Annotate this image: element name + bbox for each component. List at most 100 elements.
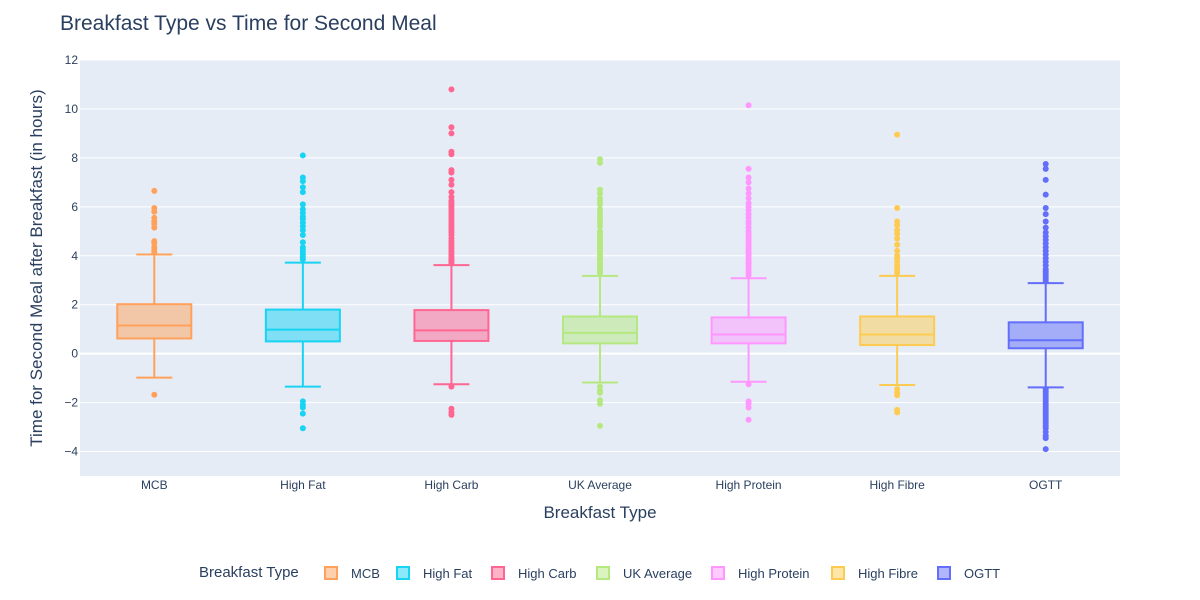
outlier-point[interactable] (1042, 176, 1049, 183)
outlier-point[interactable] (448, 167, 455, 174)
outlier-point[interactable] (299, 425, 306, 432)
outlier-point[interactable] (1042, 205, 1049, 212)
x-tick-label: High Carb (424, 478, 478, 492)
legend-item[interactable]: High Fat (396, 566, 473, 581)
x-tick-label: High Fat (280, 478, 326, 492)
y-axis-title: Time for Second Meal after Breakfast (in… (27, 89, 46, 446)
box-iqr (413, 309, 490, 342)
outlier-point[interactable] (1042, 435, 1049, 442)
outlier-point[interactable] (745, 165, 752, 172)
outlier-point[interactable] (597, 156, 603, 163)
outlier-point[interactable] (1042, 446, 1049, 453)
outlier-point[interactable] (448, 411, 455, 418)
outlier-point[interactable] (448, 181, 455, 188)
outlier-point[interactable] (745, 102, 752, 109)
box-traces (116, 86, 1084, 453)
outlier-point[interactable] (894, 218, 901, 225)
legend-swatch (937, 566, 951, 580)
outlier-point[interactable] (299, 201, 306, 208)
outlier-point[interactable] (1042, 218, 1049, 225)
outlier-point[interactable] (597, 195, 603, 202)
outlier-point[interactable] (597, 206, 603, 213)
outlier-point[interactable] (894, 409, 901, 416)
legend-item[interactable]: High Carb (491, 566, 577, 581)
outlier-point[interactable] (151, 214, 158, 221)
outlier-point[interactable] (1042, 211, 1049, 218)
legend-label: High Fibre (858, 566, 918, 581)
outlier-point[interactable] (745, 416, 752, 423)
outlier-point[interactable] (745, 179, 752, 186)
outlier-point[interactable] (745, 185, 752, 192)
outlier-point[interactable] (299, 174, 306, 181)
outlier-point[interactable] (1042, 229, 1049, 236)
outlier-point[interactable] (151, 238, 158, 245)
chart-title: Breakfast Type vs Time for Second Meal (60, 12, 437, 35)
box-trace[interactable] (859, 131, 936, 416)
outlier-point[interactable] (745, 381, 752, 388)
legend-item[interactable]: High Protein (711, 566, 810, 581)
outlier-point[interactable] (894, 252, 901, 259)
box-trace[interactable] (264, 152, 341, 432)
outlier-point[interactable] (745, 195, 752, 202)
legend-label: MCB (351, 566, 380, 581)
outlier-point[interactable] (597, 400, 603, 407)
box-trace[interactable] (413, 86, 490, 418)
legend-item[interactable]: MCB (324, 566, 380, 581)
legend-label: High Carb (518, 566, 577, 581)
outlier-point[interactable] (894, 227, 901, 234)
outlier-point[interactable] (299, 189, 306, 196)
outlier-point[interactable] (894, 241, 901, 248)
outlier-point[interactable] (299, 206, 306, 213)
outlier-point[interactable] (894, 247, 901, 254)
outlier-point[interactable] (299, 152, 306, 159)
outlier-point[interactable] (151, 391, 158, 398)
legend-item[interactable]: UK Average (596, 566, 692, 581)
outlier-point[interactable] (299, 184, 306, 191)
outlier-point[interactable] (745, 200, 752, 207)
outlier-point[interactable] (299, 244, 306, 251)
box-trace[interactable] (116, 187, 193, 398)
legend[interactable]: MCB High Fat High Carb UK Average High Prote… (324, 566, 1000, 581)
legend-swatch (596, 566, 610, 580)
legend-title: Breakfast Type (199, 564, 299, 581)
outlier-point[interactable] (894, 131, 901, 138)
outlier-point[interactable] (597, 186, 603, 193)
outlier-point[interactable] (894, 205, 901, 212)
outlier-point[interactable] (448, 383, 455, 390)
legend-label: High Fat (423, 566, 473, 581)
outlier-point[interactable] (745, 174, 752, 181)
outlier-point[interactable] (597, 422, 603, 429)
outlier-point[interactable] (448, 86, 455, 93)
outlier-point[interactable] (597, 228, 603, 235)
outlier-point[interactable] (448, 124, 455, 131)
outlier-point[interactable] (151, 187, 158, 194)
legend-item[interactable]: High Fibre (831, 566, 918, 581)
outlier-point[interactable] (299, 404, 306, 411)
outlier-point[interactable] (299, 410, 306, 417)
outlier-point[interactable] (448, 189, 455, 196)
legend-item[interactable]: OGTT (937, 566, 1000, 581)
outlier-point[interactable] (448, 194, 455, 201)
outlier-point[interactable] (448, 130, 455, 137)
y-axis-ticks: −4 −2 0 2 4 6 8 10 12 (64, 53, 78, 459)
legend-swatch (711, 566, 725, 580)
box-trace[interactable] (562, 156, 638, 429)
outlier-point[interactable] (448, 176, 455, 183)
outlier-point[interactable] (894, 235, 901, 242)
legend-swatch (396, 566, 410, 580)
outlier-point[interactable] (151, 205, 158, 212)
outlier-point[interactable] (1042, 165, 1049, 172)
outlier-point[interactable] (1042, 161, 1049, 167)
outlier-point[interactable] (745, 190, 752, 197)
outlier-point[interactable] (1042, 191, 1049, 198)
outlier-point[interactable] (597, 389, 603, 396)
outlier-point[interactable] (894, 392, 901, 399)
outlier-point[interactable] (745, 404, 752, 411)
outlier-point[interactable] (448, 148, 455, 155)
x-tick-label: High Fibre (869, 478, 925, 492)
outlier-point[interactable] (299, 239, 306, 246)
box-trace[interactable] (1007, 161, 1084, 453)
outlier-point[interactable] (1042, 224, 1049, 231)
box-trace[interactable] (710, 102, 787, 423)
outlier-point[interactable] (299, 231, 306, 238)
